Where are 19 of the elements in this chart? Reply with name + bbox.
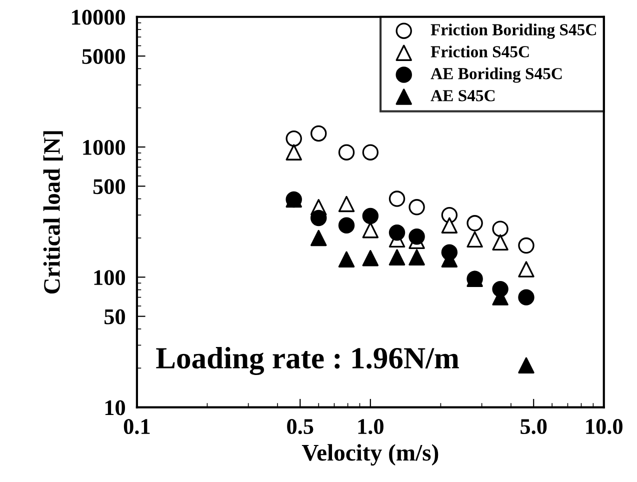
x-tick-label: 0.1 <box>124 419 150 434</box>
y-tick-label: 10000 <box>72 10 125 25</box>
x-tick-label: 1.0 <box>358 419 384 434</box>
y-axis-title: Critical load [N] <box>43 131 63 294</box>
x-tick-label: 10.0 <box>586 419 622 434</box>
x-tick-label: 0.5 <box>287 419 314 434</box>
legend-label: Friction S45C <box>430 46 529 58</box>
annotation: Loading rate : 1.96N/m <box>156 347 459 375</box>
y-tick-label: 5000 <box>82 48 125 64</box>
y-tick-label: 1000 <box>83 140 125 155</box>
legend-label: Friction Boriding S45C <box>430 24 596 39</box>
y-tick-label: 10 <box>105 400 125 416</box>
y-tick-label: 100 <box>94 270 125 286</box>
legend-label: AE S45C <box>430 90 495 102</box>
legend-label: AE Boriding S45C <box>430 68 562 83</box>
y-tick-label: 500 <box>93 179 125 194</box>
y-tick-label: 50 <box>104 309 125 324</box>
x-axis-title: Velocity (m/s) <box>302 444 438 466</box>
x-tick-label: 5.0 <box>520 419 547 434</box>
